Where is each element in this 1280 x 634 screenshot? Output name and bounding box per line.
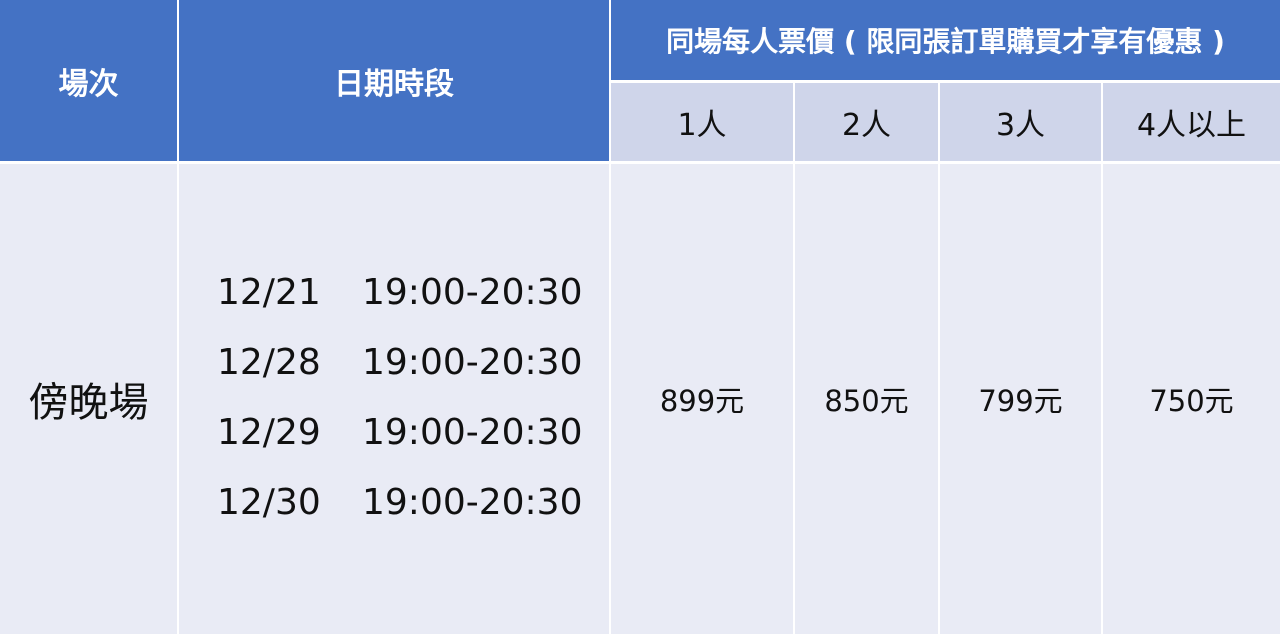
slot-time: 19:00-20:30 — [362, 411, 583, 453]
price-tier-4: 750元 — [1103, 164, 1280, 634]
slot-row: 12/28 19:00-20:30 — [217, 337, 582, 387]
header-tier-3: 3人 — [940, 83, 1101, 161]
slot-date: 12/28 — [217, 341, 321, 383]
slot-row: 12/29 19:00-20:30 — [217, 407, 582, 457]
header-session: 場次 — [0, 0, 177, 161]
header-tier-1: 1人 — [611, 83, 793, 161]
slot-time: 19:00-20:30 — [362, 271, 583, 313]
header-date-time: 日期時段 — [179, 0, 609, 161]
slot-row: 12/30 19:00-20:30 — [217, 477, 582, 527]
header-tier-2: 2人 — [795, 83, 938, 161]
price-tier-1: 899元 — [611, 164, 793, 634]
price-tier-2: 850元 — [795, 164, 938, 634]
header-tier-4: 4人以上 — [1103, 83, 1280, 161]
slot-time: 19:00-20:30 — [362, 481, 583, 523]
price-tier-3: 799元 — [940, 164, 1101, 634]
slot-time: 19:00-20:30 — [362, 341, 583, 383]
slot-date: 12/30 — [217, 481, 321, 523]
header-price-group: 同場每人票價 ( 限同張訂單購買才享有優惠 ) — [611, 0, 1280, 80]
slot-date: 12/21 — [217, 271, 321, 313]
session-slots: 12/21 19:00-20:30 12/28 19:00-20:30 12/29 1… — [179, 164, 609, 634]
session-name: 傍晚場 — [0, 164, 177, 634]
slot-row: 12/21 19:00-20:30 — [217, 267, 582, 317]
slot-date: 12/29 — [217, 411, 321, 453]
